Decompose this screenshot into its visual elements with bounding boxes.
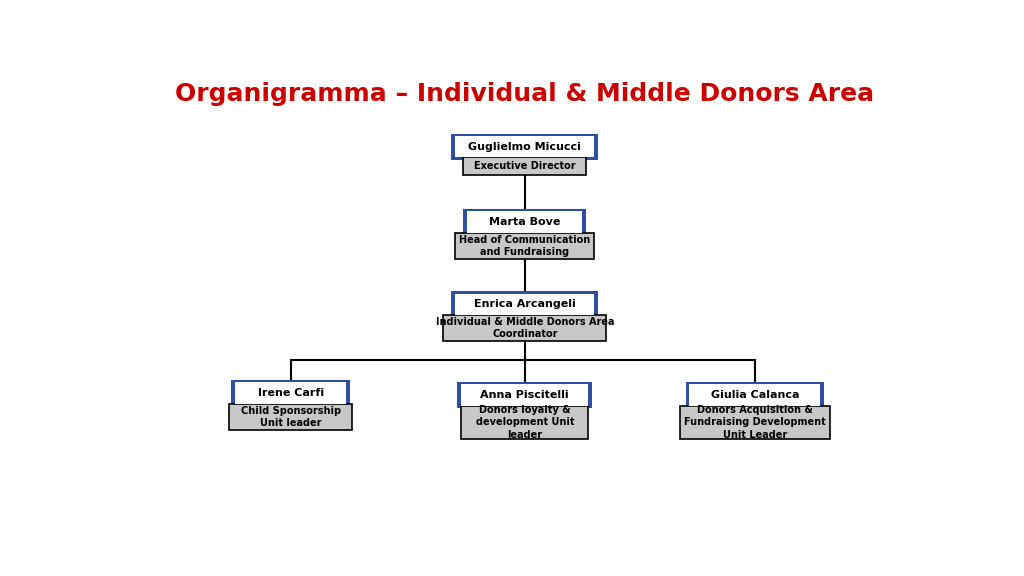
FancyBboxPatch shape (456, 136, 594, 157)
Text: Donors loyalty &
development Unit
leader: Donors loyalty & development Unit leader (475, 405, 574, 440)
FancyBboxPatch shape (456, 233, 594, 259)
Text: Donors Acquisition &
Fundraising Development
Unit Leader: Donors Acquisition & Fundraising Develop… (684, 405, 825, 440)
FancyBboxPatch shape (680, 406, 830, 439)
FancyBboxPatch shape (689, 384, 820, 406)
Text: Individual & Middle Donors Area
Coordinator: Individual & Middle Donors Area Coordina… (435, 317, 614, 339)
Text: Guglielmo Micucci: Guglielmo Micucci (468, 142, 582, 151)
FancyBboxPatch shape (443, 315, 606, 342)
Text: Giulia Calanca: Giulia Calanca (711, 390, 799, 400)
Text: Anna Piscitelli: Anna Piscitelli (480, 390, 569, 400)
FancyBboxPatch shape (229, 404, 352, 430)
FancyBboxPatch shape (231, 380, 350, 406)
Text: Irene Carfi: Irene Carfi (258, 388, 324, 398)
Text: Marta Bove: Marta Bove (489, 217, 560, 227)
FancyBboxPatch shape (467, 211, 583, 233)
FancyBboxPatch shape (452, 134, 598, 160)
FancyBboxPatch shape (463, 209, 587, 235)
FancyBboxPatch shape (461, 384, 588, 406)
FancyBboxPatch shape (236, 382, 346, 404)
FancyBboxPatch shape (463, 157, 587, 175)
FancyBboxPatch shape (685, 382, 824, 408)
Text: Head of Communication
and Fundraising: Head of Communication and Fundraising (459, 235, 591, 257)
Text: Executive Director: Executive Director (474, 161, 575, 171)
Text: Child Sponsorship
Unit leader: Child Sponsorship Unit leader (241, 406, 341, 428)
FancyBboxPatch shape (456, 294, 594, 315)
FancyBboxPatch shape (452, 291, 598, 317)
Text: Organigramma – Individual & Middle Donors Area: Organigramma – Individual & Middle Donor… (175, 82, 874, 105)
FancyBboxPatch shape (461, 406, 588, 439)
FancyBboxPatch shape (458, 382, 592, 408)
Text: Enrica Arcangeli: Enrica Arcangeli (474, 299, 575, 309)
